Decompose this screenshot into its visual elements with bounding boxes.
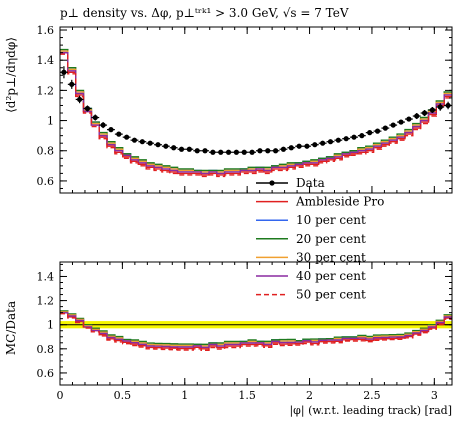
x-tick-label: 2: [306, 389, 313, 402]
data-point: [163, 143, 169, 149]
data-point: [327, 139, 334, 145]
data-point: [343, 136, 349, 142]
data-point: [210, 149, 216, 155]
x-tick-label: 1.5: [238, 389, 256, 402]
data-points-layer: [60, 66, 453, 155]
data-point: [178, 146, 185, 152]
legend-label: 10 per cent: [296, 213, 366, 227]
data-point: [296, 143, 302, 149]
data-point: [288, 145, 294, 151]
main-series-10-per-cent: [60, 50, 452, 173]
data-point: [390, 122, 396, 128]
data-point: [108, 127, 114, 133]
ratio-ylabel: MC/Data: [4, 301, 18, 355]
legend-label: 40 per cent: [296, 269, 366, 283]
ratio-y-tick-label: 1.4: [37, 270, 55, 283]
x-axis-label: |φ| (w.r.t. leading track) [rad]: [289, 404, 452, 418]
legend-label: 50 per cent: [296, 288, 366, 302]
data-point: [265, 148, 271, 154]
data-point: [241, 149, 247, 155]
data-point: [77, 96, 83, 103]
data-point: [351, 134, 357, 140]
data-point: [139, 139, 145, 145]
ratio-series-40-per-cent: [60, 312, 452, 348]
data-point: [335, 137, 341, 143]
data-point: [116, 131, 122, 137]
data-point: [171, 145, 177, 151]
data-point: [273, 148, 279, 154]
x-tick-label: 0: [57, 389, 64, 402]
main-ylabel: ⟨d²p⊥/dηdφ⟩: [4, 37, 18, 113]
data-point: [445, 102, 451, 109]
data-point: [84, 105, 91, 112]
legend: Data Ambleside Pro 10 per cent 20 per cent 3…: [256, 176, 384, 302]
data-point: [124, 134, 130, 140]
data-point: [367, 130, 373, 136]
data-point: [280, 146, 287, 152]
data-point: [406, 116, 412, 122]
data-point: [312, 142, 318, 148]
data-point: [382, 125, 388, 131]
main-plot-frame: [59, 26, 453, 194]
ratio-y-tick-label: 0.6: [37, 367, 55, 380]
main-y-tick-label: 0.8: [37, 145, 55, 158]
legend-data-marker: [269, 180, 275, 186]
data-point: [257, 148, 263, 154]
data-point: [131, 137, 138, 143]
data-point: [202, 148, 208, 154]
data-point: [147, 140, 153, 146]
data-point: [233, 149, 239, 155]
data-point: [92, 114, 98, 121]
data-point: [194, 148, 200, 154]
main-series-ambleside-pro: [60, 52, 452, 176]
ratio-y-tick-label: 1: [47, 319, 54, 332]
legend-label: 20 per cent: [296, 232, 366, 246]
main-y-tick-label: 1.4: [37, 54, 55, 67]
data-point: [100, 122, 106, 128]
data-point: [61, 69, 67, 75]
data-point: [437, 104, 443, 110]
legend-label: Data: [296, 176, 325, 190]
main-y-tick-label: 1.2: [37, 84, 55, 97]
x-tick-label: 1: [181, 389, 188, 402]
data-point: [304, 143, 310, 149]
main-y-tick-label: 0.6: [37, 175, 55, 188]
model-curves-layer: [60, 48, 452, 351]
data-point: [155, 142, 161, 148]
data-point: [398, 119, 404, 125]
data-point: [429, 107, 435, 113]
main-series-50-per-cent: [60, 53, 452, 178]
data-point: [69, 81, 75, 87]
data-point: [218, 149, 224, 155]
x-tick-label: 2.5: [363, 389, 381, 402]
main-y-tick-label: 1: [47, 115, 54, 128]
main-series-40-per-cent: [60, 52, 452, 175]
x-tick-label: 0.5: [114, 389, 132, 402]
ratio-series-50-per-cent: [60, 313, 452, 351]
legend-label: Ambleside Pro: [295, 195, 384, 209]
ratio-y-tick-label: 1.2: [37, 295, 55, 308]
ratio-uncertainty-band-layer: [60, 321, 452, 329]
data-point: [320, 140, 326, 146]
data-point: [421, 110, 428, 116]
ratio-y-tick-label: 0.8: [37, 343, 55, 356]
ratio-plot-frame: [59, 261, 453, 386]
legend-label: 30 per cent: [296, 250, 366, 264]
data-point: [359, 133, 365, 139]
data-point: [249, 149, 255, 155]
data-point: [186, 146, 192, 152]
data-point: [225, 149, 232, 155]
main-y-tick-label: 1.6: [37, 24, 55, 37]
chart-title: p⊥ density vs. Δφ, p⊥ᵗʳᵏ¹ > 3.0 GeV, √s …: [60, 6, 349, 20]
main-series-30-per-cent: [60, 50, 452, 173]
data-point: [414, 113, 420, 119]
axes-layer: 0 0.5 1 1.5 2 2.5 3 0.6 0.8 1 1.2 1.4 1.6 0.6 0.8 1 1.2 1…: [37, 24, 453, 402]
x-tick-label: 3: [431, 389, 438, 402]
data-point: [374, 128, 381, 134]
